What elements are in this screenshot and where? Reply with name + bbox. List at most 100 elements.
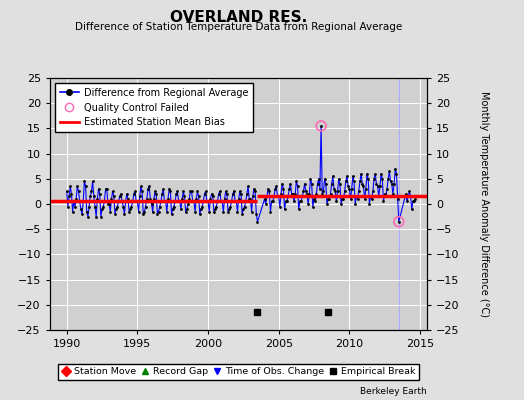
Point: [62, 188, 71, 195]
Point: [370, 176, 378, 182]
Point: [104, 201, 112, 207]
Point: [88, 188, 96, 195]
Point: [197, 206, 205, 212]
Point: [215, 188, 224, 195]
Point: [134, 208, 143, 215]
Point: [305, 191, 313, 197]
Point: [325, 196, 333, 202]
Point: [70, 198, 78, 205]
Point: [85, 203, 93, 210]
Point: [330, 186, 338, 192]
Point: [90, 193, 98, 200]
Point: [208, 191, 216, 197]
Point: [328, 181, 336, 187]
Point: [337, 201, 345, 207]
Text: OVERLAND RES.: OVERLAND RES.: [170, 10, 307, 25]
Point: [293, 183, 302, 190]
Point: [73, 183, 82, 190]
Point: [192, 196, 201, 202]
Point: [69, 208, 77, 215]
Point: [179, 188, 188, 195]
Point: [220, 196, 228, 202]
Point: [145, 183, 154, 190]
Point: [174, 198, 183, 205]
Point: [77, 206, 85, 212]
Text: Berkeley Earth: Berkeley Earth: [361, 387, 427, 396]
Point: [294, 206, 303, 212]
Point: [411, 196, 420, 202]
Point: [176, 198, 184, 205]
Point: [71, 203, 79, 210]
Point: [253, 218, 261, 225]
Point: [339, 196, 347, 202]
Point: [146, 196, 155, 202]
Point: [92, 214, 101, 220]
Point: [379, 198, 388, 205]
Point: [355, 188, 363, 195]
Point: [105, 201, 113, 207]
Point: [93, 196, 102, 202]
Point: [136, 193, 144, 200]
Point: [83, 208, 91, 215]
Point: [277, 191, 285, 197]
Point: [191, 208, 199, 215]
Point: [190, 198, 198, 205]
Point: [383, 186, 391, 192]
Point: [171, 198, 179, 205]
Point: [129, 191, 138, 197]
Point: [405, 188, 413, 195]
Point: [95, 191, 104, 197]
Point: [313, 181, 322, 187]
Point: [395, 218, 403, 225]
Point: [219, 208, 227, 215]
Point: [316, 186, 324, 192]
Point: [89, 178, 97, 184]
Point: [164, 196, 172, 202]
Point: [270, 193, 278, 200]
Point: [137, 183, 145, 190]
Point: [237, 191, 245, 197]
Point: [243, 191, 251, 197]
Point: [132, 198, 140, 205]
Point: [292, 178, 301, 184]
Point: [81, 183, 90, 190]
Point: [98, 206, 106, 212]
Point: [251, 188, 259, 195]
Point: [267, 198, 276, 205]
Point: [345, 186, 354, 192]
Point: [153, 211, 161, 217]
Point: [391, 166, 399, 172]
Point: [407, 193, 415, 200]
Point: [120, 211, 128, 217]
Point: [178, 196, 187, 202]
Point: [204, 198, 212, 205]
Point: [167, 211, 176, 217]
Point: [322, 181, 330, 187]
Point: [180, 193, 189, 200]
Point: [244, 183, 252, 190]
Point: [100, 198, 108, 205]
Point: [212, 203, 221, 210]
Point: [72, 196, 80, 202]
Point: [152, 191, 160, 197]
Point: [238, 211, 246, 217]
Point: [226, 203, 235, 210]
Point: [91, 203, 99, 210]
Point: [74, 188, 83, 195]
Point: [155, 208, 163, 215]
Point: [106, 208, 114, 215]
Legend: Station Move, Record Gap, Time of Obs. Change, Empirical Break: Station Move, Record Gap, Time of Obs. C…: [58, 364, 419, 380]
Point: [289, 191, 297, 197]
Point: [309, 203, 317, 210]
Point: [252, 211, 260, 217]
Point: [230, 188, 238, 195]
Point: [297, 198, 305, 205]
Point: [141, 203, 150, 210]
Point: [78, 211, 86, 217]
Point: [394, 196, 402, 202]
Point: [158, 191, 166, 197]
Point: [371, 170, 379, 177]
Point: [408, 206, 416, 212]
Point: [351, 201, 359, 207]
Point: [260, 196, 269, 202]
